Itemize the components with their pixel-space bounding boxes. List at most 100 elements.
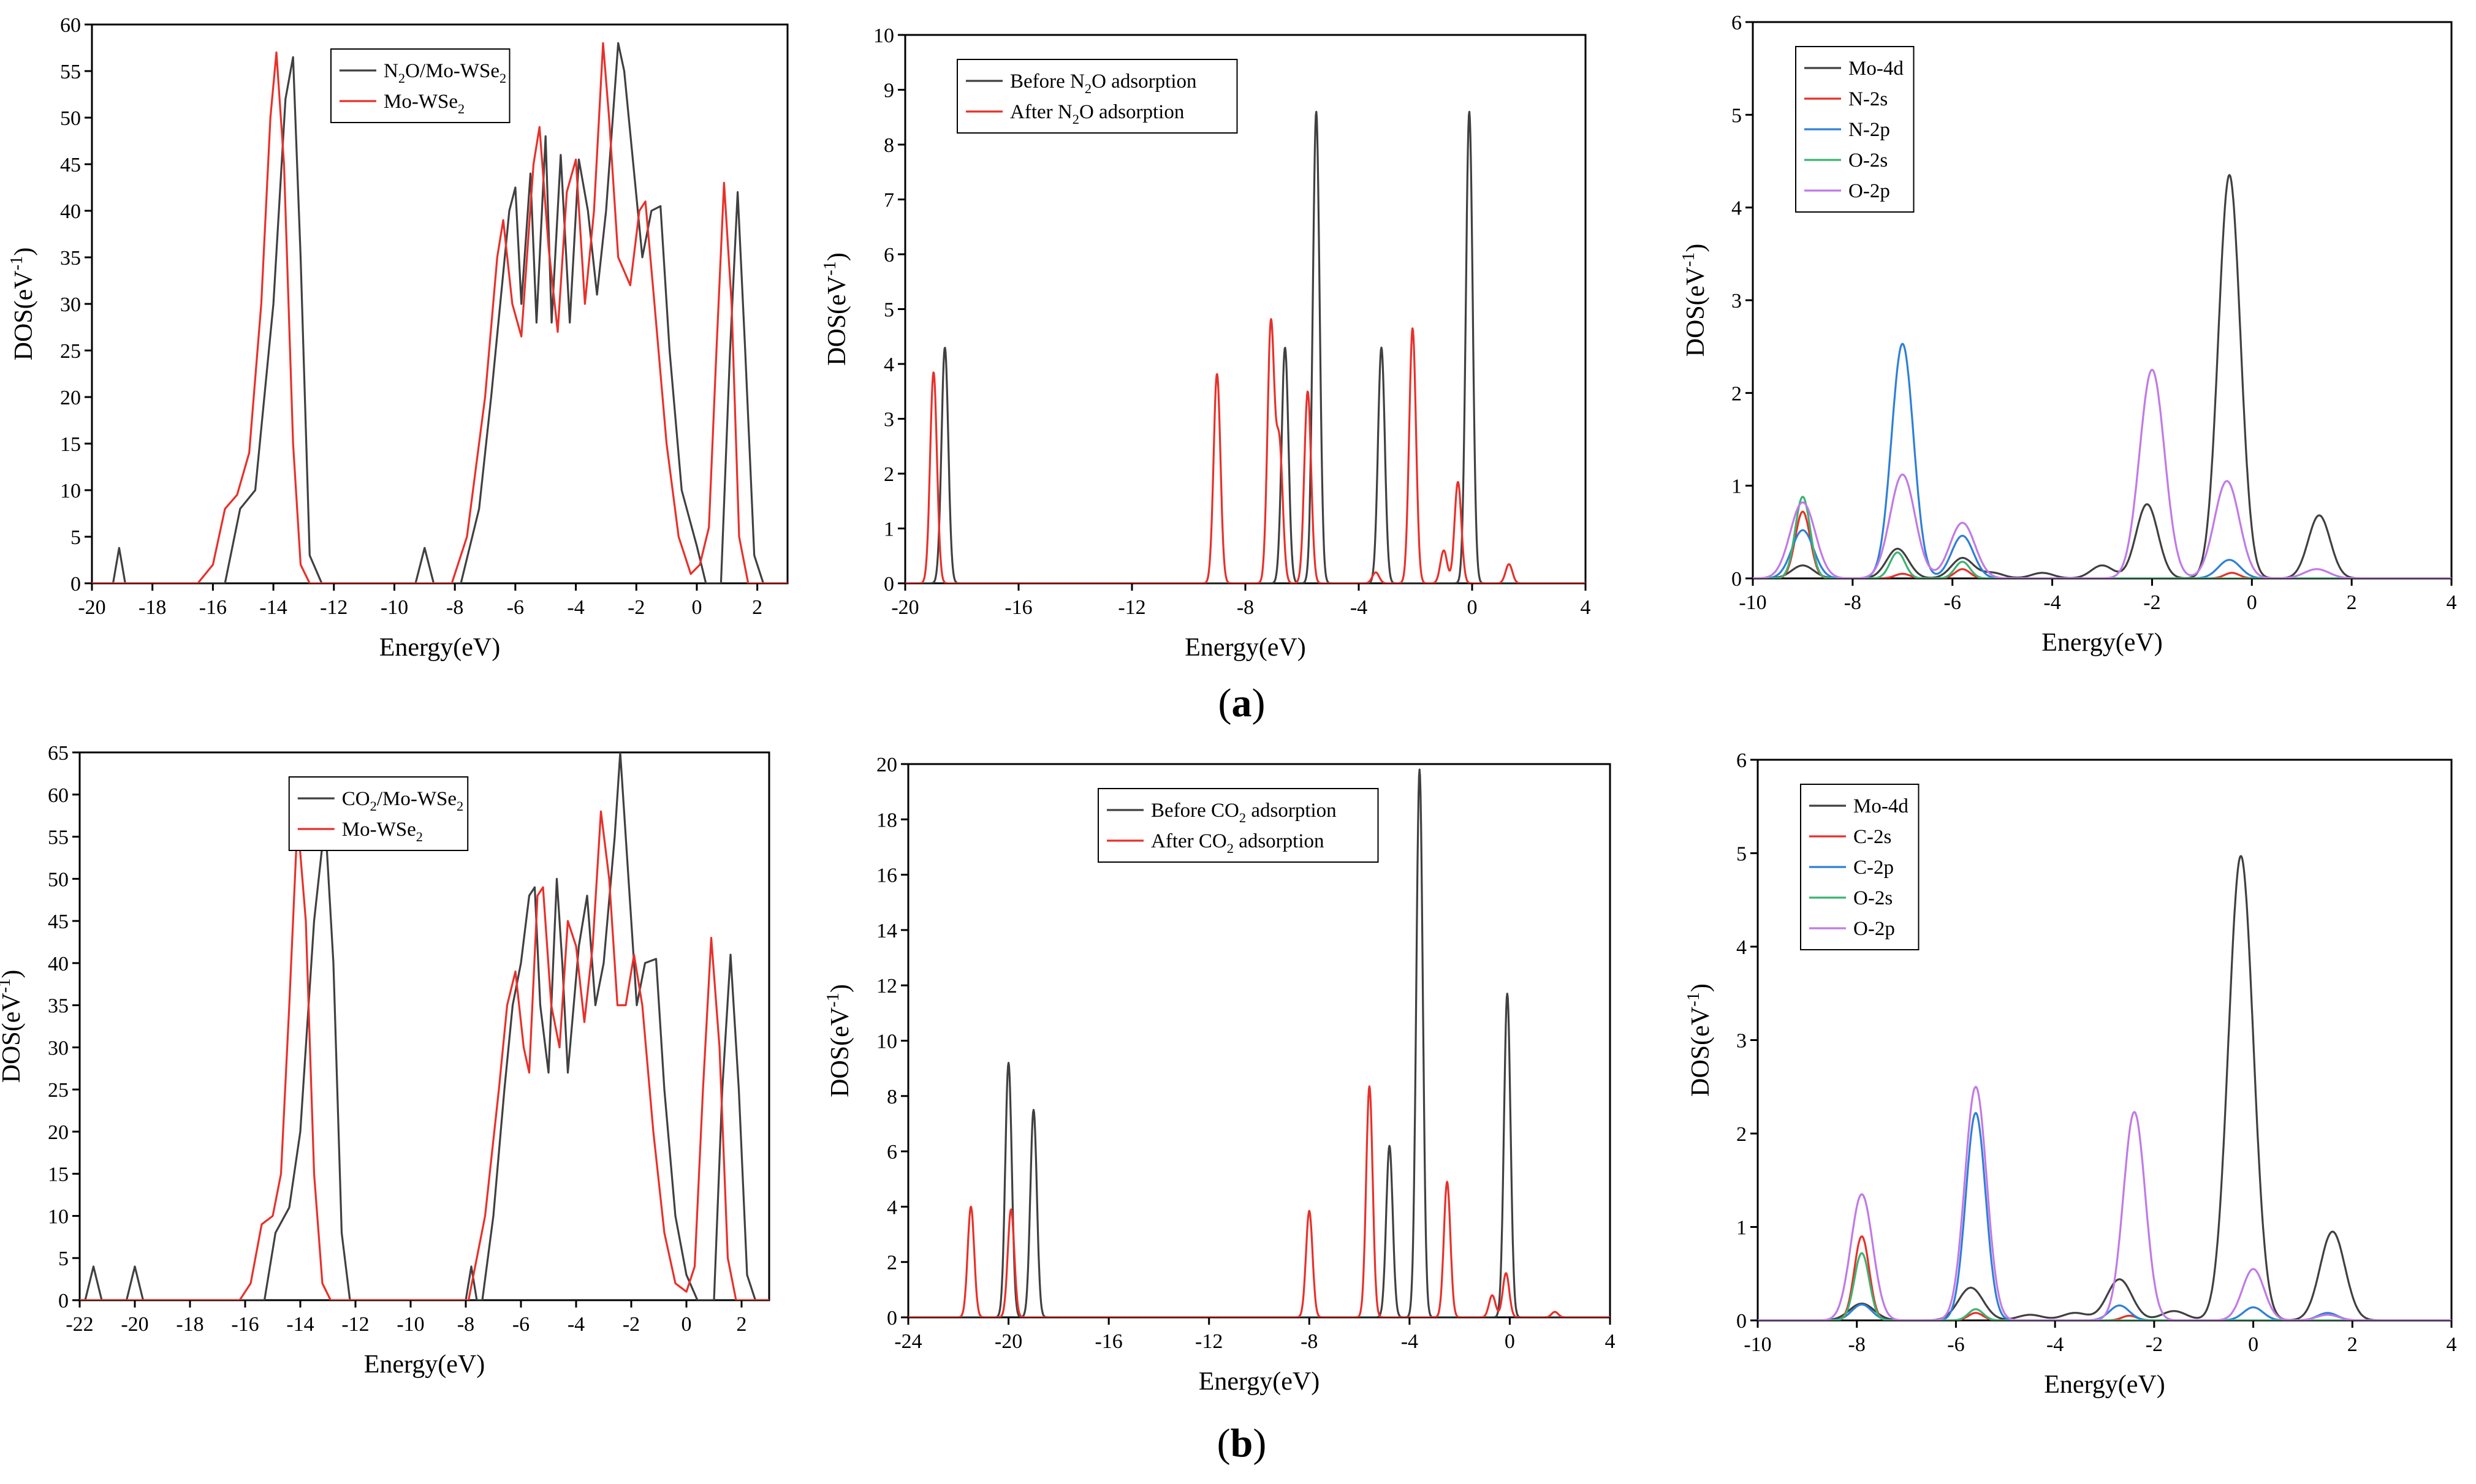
x-tick-label: 4 xyxy=(1581,596,1591,619)
chart-a3: -10 -8 -6 -4 -2 0 2 4 0 1 2 3 4 5 6 Energy(eV) DOS(eV-1)… xyxy=(1679,12,2456,657)
y-tick-label: 16 xyxy=(876,865,897,887)
y-tick-label: 0 xyxy=(70,573,81,596)
legend-box xyxy=(288,776,469,851)
y-tick-label: 0 xyxy=(884,573,894,596)
x-tick-label: -2 xyxy=(2146,1333,2163,1356)
legend-entry: O-2s xyxy=(1853,887,1893,909)
y-tick-label: 12 xyxy=(876,975,897,998)
x-tick-label: -20 xyxy=(891,596,919,619)
x-axis-label: Energy(eV) xyxy=(2044,1371,2165,1399)
series-line-o-2p xyxy=(1758,1086,2451,1320)
y-tick-label: 3 xyxy=(1731,290,1742,312)
y-tick-label: 10 xyxy=(876,1031,897,1053)
x-tick-label: -4 xyxy=(567,596,584,619)
legend-entry: Mo-4d xyxy=(1853,795,1908,817)
x-tick-label: -14 xyxy=(259,596,287,619)
y-tick-label: 4 xyxy=(884,354,894,376)
y-tick-label: 5 xyxy=(70,526,81,549)
x-tick-label: -8 xyxy=(1237,596,1254,619)
legend: N2O/Mo-WSe2 Mo-WSe2 xyxy=(330,48,511,123)
y-tick-label: 6 xyxy=(1736,749,1747,772)
x-tick-label: -2 xyxy=(2143,591,2160,614)
series-line-n-2p xyxy=(1753,343,2451,578)
x-tick-label: -10 xyxy=(397,1313,424,1336)
series-line-mo-4d xyxy=(1758,855,2451,1320)
x-tick-label: -16 xyxy=(231,1313,259,1336)
y-tick-label: 55 xyxy=(60,61,81,83)
y-tick-label: 0 xyxy=(1736,1310,1747,1333)
x-tick-label: -24 xyxy=(894,1330,922,1353)
x-axis-label: Energy(eV) xyxy=(1199,1368,1320,1396)
panel-label-b: (b) xyxy=(1217,1421,1267,1466)
legend-entry: N-2s xyxy=(1848,88,1888,110)
y-tick-label: 50 xyxy=(48,868,69,891)
y-axis-label: DOS(eV-1) xyxy=(7,248,38,361)
series-line-after-co2-adsorption xyxy=(908,1085,1610,1317)
legend-entry: After CO2 adsorption xyxy=(1151,830,1324,856)
x-tick-label: -4 xyxy=(568,1313,585,1336)
x-tick-label: -14 xyxy=(286,1313,314,1336)
x-tick-label: -6 xyxy=(507,596,524,619)
y-tick-label: 10 xyxy=(60,480,81,502)
series-line-c-2p xyxy=(1758,1111,2451,1320)
x-axis-label: Energy(eV) xyxy=(364,1350,485,1379)
legend-entry: O-2p xyxy=(1853,918,1895,940)
y-tick-label: 14 xyxy=(876,920,897,942)
x-tick-label: 4 xyxy=(1605,1330,1616,1353)
x-tick-label: -4 xyxy=(2043,591,2060,614)
x-tick-label: -8 xyxy=(446,596,463,619)
legend-entry: N-2p xyxy=(1848,119,1890,141)
x-tick-label: 0 xyxy=(2247,591,2257,614)
legend: Before N2O adsorption After N2O adsorptio… xyxy=(957,59,1238,134)
y-tick-label: 6 xyxy=(884,244,894,267)
y-tick-label: 8 xyxy=(884,134,894,157)
y-tick-label: 7 xyxy=(884,189,894,212)
legend-entry: O-2s xyxy=(1848,150,1888,172)
legend-entry: Mo-WSe2 xyxy=(384,91,465,116)
x-tick-label: -20 xyxy=(121,1313,148,1336)
x-tick-label: -16 xyxy=(1004,596,1032,619)
legend-entry: C-2s xyxy=(1853,826,1891,848)
series-line-mo-4d xyxy=(1753,174,2451,578)
chart-b2: -24 -20 -16 -12 -8 -4 0 4 0 2 4 6 8 10 12 14 16 18 20 Energ… xyxy=(824,754,1615,1396)
x-tick-label: 0 xyxy=(691,596,702,619)
x-tick-label: -20 xyxy=(78,596,105,619)
y-tick-label: 10 xyxy=(873,25,894,47)
series-line-mo-wse2 xyxy=(80,810,769,1300)
y-tick-label: 45 xyxy=(60,154,81,176)
legend-entry: C-2p xyxy=(1853,857,1894,879)
legend-entry: Mo-4d xyxy=(1848,58,1904,80)
legend-box xyxy=(330,48,511,123)
y-tick-label: 5 xyxy=(1731,104,1742,127)
x-tick-label: -8 xyxy=(457,1313,474,1336)
series-line-o-2s xyxy=(1758,1252,2451,1320)
x-tick-label: -8 xyxy=(1844,591,1861,614)
x-tick-label: 2 xyxy=(2347,1333,2358,1356)
y-tick-label: 30 xyxy=(60,293,81,316)
x-tick-label: -22 xyxy=(66,1313,93,1336)
x-tick-label: -12 xyxy=(1118,596,1145,619)
y-tick-label: 2 xyxy=(1736,1123,1747,1146)
legend: Mo-4d N-2s N-2p O-2s O-2p xyxy=(1795,46,1915,213)
y-tick-label: 4 xyxy=(1736,936,1747,959)
x-tick-label: -18 xyxy=(139,596,166,619)
y-axis-label: DOS(eV-1) xyxy=(1684,983,1715,1097)
y-tick-label: 9 xyxy=(884,80,894,102)
y-tick-label: 60 xyxy=(48,784,69,807)
y-tick-label: 45 xyxy=(48,910,69,933)
x-tick-label: -10 xyxy=(1739,591,1766,614)
y-tick-label: 5 xyxy=(1736,843,1747,866)
y-tick-label: 1 xyxy=(884,518,894,541)
x-tick-label: -12 xyxy=(320,596,347,619)
series-line-before-n2o-adsorption xyxy=(905,110,1585,583)
y-tick-label: 40 xyxy=(60,200,81,223)
x-tick-label: -4 xyxy=(2046,1333,2064,1356)
chart-a2: -20 -16 -12 -8 -4 0 4 0 1 2 3 4 5 6 7 8 9 10 Energy(eV) DOS… xyxy=(821,25,1590,662)
series-line-o-2p xyxy=(1753,368,2451,578)
y-tick-label: 1 xyxy=(1731,475,1742,498)
legend: Mo-4d C-2s C-2p O-2s O-2p xyxy=(1800,784,1920,950)
series-line-n2o-mo-wse2 xyxy=(92,42,788,583)
series-line-n-2s xyxy=(1753,510,2451,578)
y-tick-label: 20 xyxy=(876,754,897,776)
